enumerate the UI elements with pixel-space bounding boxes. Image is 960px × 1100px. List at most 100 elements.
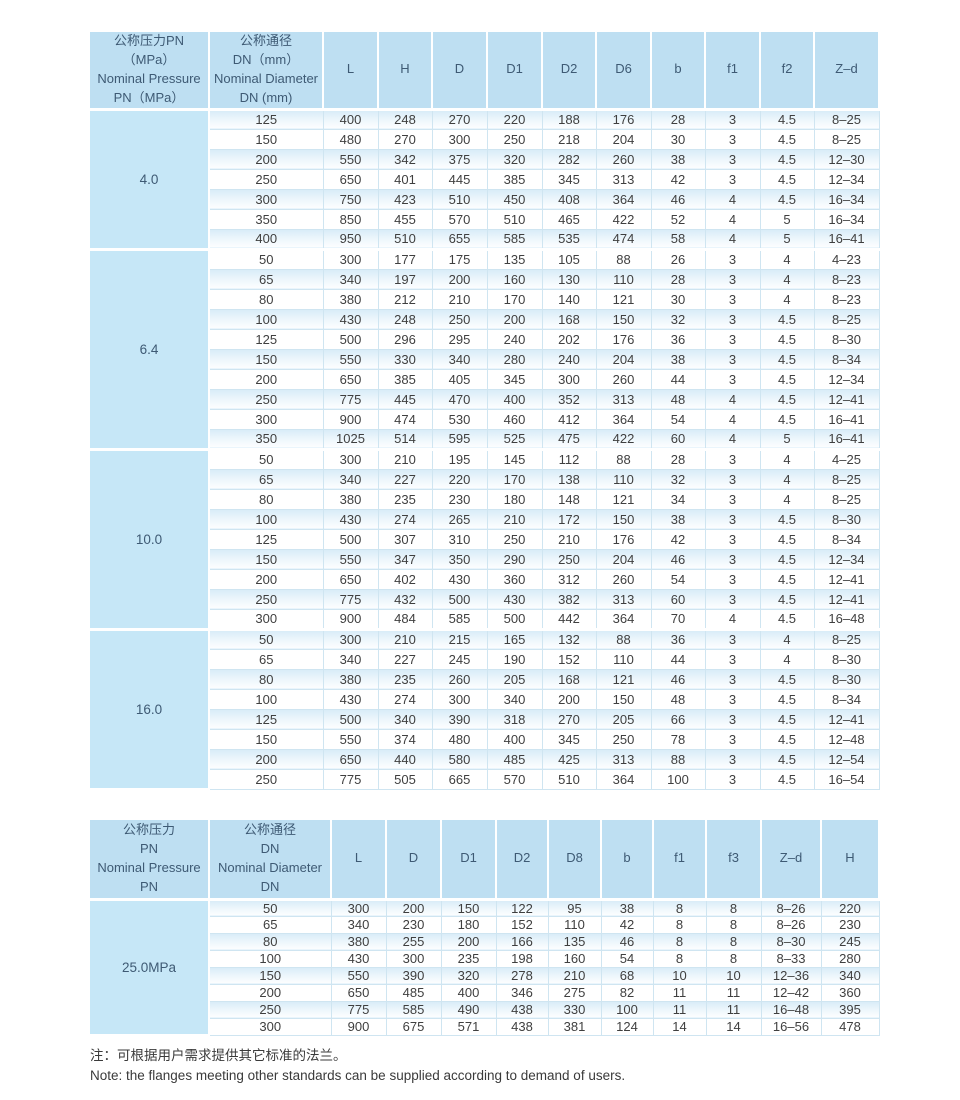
table-cell: 4 <box>704 228 761 250</box>
table-cell: 70 <box>650 608 706 630</box>
table-cell: 235 <box>440 949 497 968</box>
pressure-group-10.0: 10.0 50 300 210 195 145 112 88 28 3 4 4–25 65 340 227 2… <box>88 447 880 630</box>
table-cell: 300 <box>431 688 488 710</box>
table-cell: 166 <box>495 932 549 951</box>
dn-cell: 100 <box>208 508 324 530</box>
table-cell: 82 <box>600 983 654 1002</box>
table-cell: 313 <box>595 388 652 410</box>
table-cell: 400 <box>486 388 543 410</box>
table-cell: 152 <box>541 648 597 670</box>
table-cell: 44 <box>650 368 706 390</box>
table-cell: 4–23 <box>813 247 880 270</box>
table-cell: 340 <box>486 688 543 710</box>
table-cell: 3 <box>704 768 761 790</box>
table-cell: 550 <box>322 148 379 170</box>
table-cell: 364 <box>595 188 652 210</box>
table-cell: 950 <box>322 228 379 250</box>
table-cell: 240 <box>486 328 543 350</box>
table-cell: 8–30 <box>813 508 880 530</box>
pressure-group-4.0: 4.0 125 400 248 270 220 188 176 28 3 4.5 8–25 150 480… <box>88 108 880 250</box>
table-row: 10.0 50 300 210 195 145 112 88 28 3 4 4–25 <box>88 447 880 630</box>
table-cell: 3 <box>704 268 761 290</box>
table-cell: 1025 <box>322 428 379 450</box>
table-cell: 200 <box>385 898 442 917</box>
table-cell: 650 <box>322 168 379 190</box>
pressure-group-cell: 16.0 <box>88 627 210 790</box>
table-cell: 12–34 <box>813 368 880 390</box>
table-cell: 300 <box>541 368 597 390</box>
table-cell: 12–41 <box>813 708 880 730</box>
table-cell: 110 <box>547 915 602 934</box>
dn-cell: 65 <box>208 915 332 934</box>
table-cell: 26 <box>650 247 706 270</box>
table-cell: 135 <box>547 932 602 951</box>
table-cell: 300 <box>322 247 379 270</box>
table-cell: 500 <box>322 708 379 730</box>
table-cell: 430 <box>322 308 379 330</box>
table-row: 150 480 270 300 250 218 204 30 3 4.5 8–25 <box>89 128 880 150</box>
table-cell: 110 <box>595 468 652 490</box>
table-cell: 350 <box>431 548 488 570</box>
table-cell: 42 <box>650 528 706 550</box>
pressure-group-25.0MPa: 25.0MPa 50 300 200 150 122 95 38 8 8 8–26 220 65 340 2… <box>88 898 880 1036</box>
table-cell: 110 <box>595 648 652 670</box>
table-cell: 4.5 <box>759 348 815 370</box>
table-cell: 248 <box>377 308 433 330</box>
table-cell: 200 <box>431 268 488 290</box>
header-line: PN <box>139 878 159 894</box>
table-cell: 478 <box>820 1017 880 1036</box>
table-cell: 28 <box>650 447 706 470</box>
table-cell: 4.5 <box>759 568 815 590</box>
table-cell: 170 <box>486 468 543 490</box>
table-cell: 255 <box>385 932 442 951</box>
table-cell: 112 <box>541 447 597 470</box>
table-cell: 4 <box>704 388 761 410</box>
table-cell: 8–25 <box>813 108 880 130</box>
table-cell: 318 <box>486 708 543 730</box>
table-cell: 197 <box>377 268 433 290</box>
table-cell: 5 <box>759 208 815 230</box>
table-cell: 510 <box>541 768 597 790</box>
header-line: Nominal Diameter <box>217 859 323 875</box>
table-cell: 260 <box>595 368 652 390</box>
table-cell: 260 <box>595 148 652 170</box>
table-cell: 54 <box>650 568 706 590</box>
table-cell: 8–25 <box>813 308 880 330</box>
table-row: 250 775 505 665 570 510 364 100 3 4.5 16–54 <box>89 768 880 790</box>
table-cell: 44 <box>650 648 706 670</box>
table-cell: 750 <box>322 188 379 210</box>
table-cell: 11 <box>652 983 707 1002</box>
table-cell: 340 <box>820 966 880 985</box>
table-cell: 168 <box>541 668 597 690</box>
table-cell: 260 <box>431 668 488 690</box>
table-cell: 3 <box>704 748 761 770</box>
table-cell: 100 <box>650 768 706 790</box>
table-cell: 8–33 <box>760 949 822 968</box>
column-header-d2: D2 <box>541 30 597 111</box>
table-cell: 60 <box>650 588 706 610</box>
table-row: 150 550 390 320 278 210 68 10 10 12–36 340 <box>89 966 880 985</box>
table-cell: 212 <box>377 288 433 310</box>
table-cell: 514 <box>377 428 433 450</box>
table-cell: 8 <box>652 932 707 951</box>
table-cell: 364 <box>595 608 652 630</box>
table-cell: 4.5 <box>759 508 815 530</box>
table-cell: 313 <box>595 588 652 610</box>
table-row: 350 1025 514 595 525 475 422 60 4 5 16–41 <box>89 428 880 450</box>
table-cell: 3 <box>704 668 761 690</box>
dn-column-header: 公称通径 DN（mm） Nominal Diameter DN (mm) <box>208 30 324 111</box>
table-cell: 16–34 <box>813 188 880 210</box>
dn-cell: 65 <box>208 468 324 490</box>
table-cell: 275 <box>547 983 602 1002</box>
table-cell: 210 <box>541 528 597 550</box>
table-cell: 900 <box>322 608 379 630</box>
table-cell: 60 <box>650 428 706 450</box>
table-row: 125 500 307 310 250 210 176 42 3 4.5 8–34 <box>89 528 880 550</box>
table-cell: 240 <box>541 348 597 370</box>
table-cell: 485 <box>486 748 543 770</box>
table-cell: 270 <box>377 128 433 150</box>
table-row: 200 650 385 405 345 300 260 44 3 4.5 12–34 <box>89 368 880 390</box>
table-cell: 313 <box>595 748 652 770</box>
table-cell: 210 <box>377 447 433 470</box>
table-cell: 170 <box>486 288 543 310</box>
